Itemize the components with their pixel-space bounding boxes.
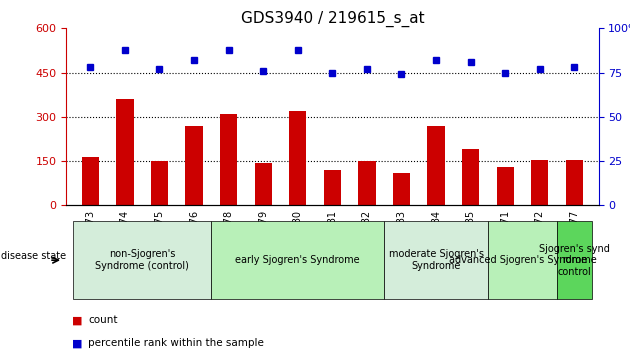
Bar: [462, 149, 479, 205]
Bar: [289, 111, 306, 205]
Text: non-Sjogren's
Syndrome (control): non-Sjogren's Syndrome (control): [95, 249, 189, 271]
Bar: [324, 170, 341, 205]
Bar: [358, 161, 375, 205]
Text: early Sjogren's Syndrome: early Sjogren's Syndrome: [236, 255, 360, 265]
Text: ■: ■: [72, 338, 83, 348]
Text: moderate Sjogren's
Syndrome: moderate Sjogren's Syndrome: [389, 249, 484, 271]
Bar: [185, 126, 203, 205]
Bar: [151, 161, 168, 205]
Bar: [255, 162, 272, 205]
Bar: [82, 156, 99, 205]
Text: ■: ■: [72, 315, 83, 325]
Text: count: count: [88, 315, 118, 325]
Bar: [117, 99, 134, 205]
Bar: [496, 167, 514, 205]
Bar: [393, 173, 410, 205]
Title: GDS3940 / 219615_s_at: GDS3940 / 219615_s_at: [241, 11, 424, 27]
Text: percentile rank within the sample: percentile rank within the sample: [88, 338, 264, 348]
Bar: [427, 126, 445, 205]
Text: disease state: disease state: [1, 251, 66, 261]
Text: Sjogren's synd
rome
control: Sjogren's synd rome control: [539, 244, 610, 277]
Text: advanced Sjogren's Syndrome: advanced Sjogren's Syndrome: [449, 255, 597, 265]
Bar: [531, 160, 548, 205]
Bar: [566, 160, 583, 205]
Bar: [220, 114, 238, 205]
